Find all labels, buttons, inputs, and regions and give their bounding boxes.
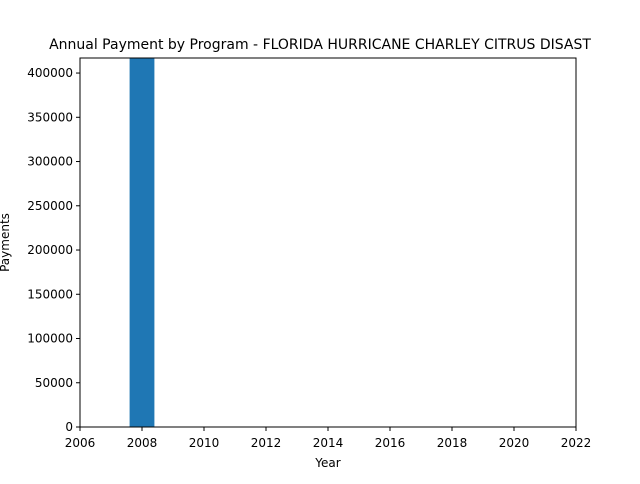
y-tick-label-250000: 250000 <box>27 199 73 213</box>
y-tick-label-350000: 350000 <box>27 110 73 124</box>
y-axis: 0 50000 100000 150000 200000 250000 300000 3500… <box>27 66 80 434</box>
x-tick-label-2014: 2014 <box>313 436 344 450</box>
y-tick-label-150000: 150000 <box>27 287 73 301</box>
y-tick-label-100000: 100000 <box>27 332 73 346</box>
bar-2008 <box>129 58 155 427</box>
y-tick-label-400000: 400000 <box>27 66 73 80</box>
chart-title: Annual Payment by Program - FLORIDA HURR… <box>49 37 591 53</box>
x-tick-label-2008: 2008 <box>127 436 158 450</box>
x-tick-label-2020: 2020 <box>499 436 530 450</box>
x-tick-label-2006: 2006 <box>65 436 96 450</box>
bars-group <box>129 58 155 427</box>
y-axis-label: Payments <box>0 213 12 272</box>
y-tick-label-50000: 50000 <box>35 376 73 390</box>
x-tick-label-2022: 2022 <box>561 436 592 450</box>
y-tick-label-300000: 300000 <box>27 155 73 169</box>
x-tick-label-2012: 2012 <box>251 436 282 450</box>
y-tick-label-200000: 200000 <box>27 243 73 257</box>
x-axis-label: Year <box>314 456 340 470</box>
x-tick-label-2010: 2010 <box>189 436 220 450</box>
x-axis: 2006 2008 2010 2012 2014 2016 2018 2020 2022 <box>65 427 592 450</box>
x-tick-label-2016: 2016 <box>375 436 406 450</box>
y-tick-label-0: 0 <box>65 420 73 434</box>
x-tick-label-2018: 2018 <box>437 436 468 450</box>
